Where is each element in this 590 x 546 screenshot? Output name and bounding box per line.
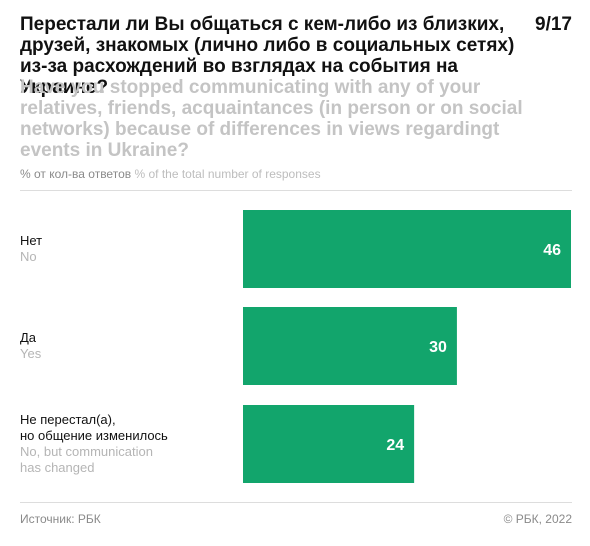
bar-value-label-0: 46 [543, 242, 561, 259]
copyright-note: © РБК, 2022 [503, 512, 572, 526]
bar-value-label-1: 30 [429, 339, 447, 356]
bar-1 [243, 307, 457, 385]
divider-top [20, 190, 572, 191]
category-label-en-2-2: No, but communication [20, 444, 153, 459]
units-en: % of the total number of responses [134, 167, 321, 181]
category-label-ru-2-0: Не перестал(а), [20, 412, 116, 427]
divider-bottom [20, 502, 572, 503]
category-label-en-2-3: has changed [20, 460, 94, 475]
category-label-ru-0-0: Нет [20, 233, 42, 248]
category-label-en-0-1: No [20, 249, 37, 264]
page-counter: 9/17 [535, 14, 572, 35]
category-label-ru-2-1: но общение изменилось [20, 428, 168, 443]
bar-2 [243, 405, 415, 483]
category-label-ru-1-0: Да [20, 330, 37, 345]
bar-value-label-2: 24 [386, 437, 404, 454]
chart-title-en: Have you stopped communicating with any … [20, 77, 523, 161]
source-note: Источник: РБК [20, 512, 101, 526]
units-ru: % от кол-ва ответов [20, 167, 132, 181]
bar-0 [243, 210, 571, 288]
chart-title-ru: Перестали ли Вы общаться с кем-либо из б… [20, 14, 515, 98]
category-label-en-1-1: Yes [20, 346, 42, 361]
units-note: % от кол-ва ответов % of the total numbe… [20, 167, 321, 181]
